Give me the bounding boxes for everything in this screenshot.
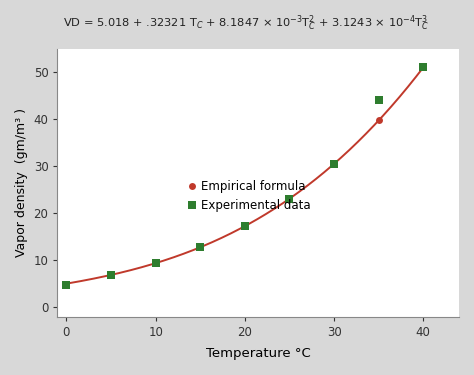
Line: Empirical formula: Empirical formula xyxy=(63,64,427,287)
X-axis label: Temperature °C: Temperature °C xyxy=(206,347,310,360)
Empirical formula xyxy=(197,245,203,249)
Empirical formula xyxy=(376,118,382,123)
Experimental data xyxy=(153,261,158,265)
Empirical formula xyxy=(420,65,426,70)
Empirical formula xyxy=(153,261,158,266)
Y-axis label: Vapor density  (gm/m³ ): Vapor density (gm/m³ ) xyxy=(15,108,28,257)
Experimental data xyxy=(197,245,203,249)
Empirical formula xyxy=(242,224,248,228)
Experimental data xyxy=(242,224,248,228)
Text: VD = 5.018 + .32321 T$_C$ + 8.1847 $\times$ 10$^{-3}$T$_C^2$ + 3.1243 $\times$ 1: VD = 5.018 + .32321 T$_C$ + 8.1847 $\tim… xyxy=(64,13,429,33)
Empirical formula xyxy=(331,162,337,166)
Experimental data xyxy=(287,197,292,201)
Empirical formula xyxy=(64,281,69,286)
Experimental data xyxy=(64,282,69,287)
Experimental data xyxy=(331,162,337,166)
Legend: Empirical formula, Experimental data: Empirical formula, Experimental data xyxy=(185,176,316,217)
Empirical formula xyxy=(287,196,292,201)
Experimental data xyxy=(420,65,426,69)
Line: Experimental data: Experimental data xyxy=(63,63,427,288)
Experimental data xyxy=(108,273,114,278)
Empirical formula xyxy=(108,273,114,277)
Experimental data xyxy=(376,98,382,103)
